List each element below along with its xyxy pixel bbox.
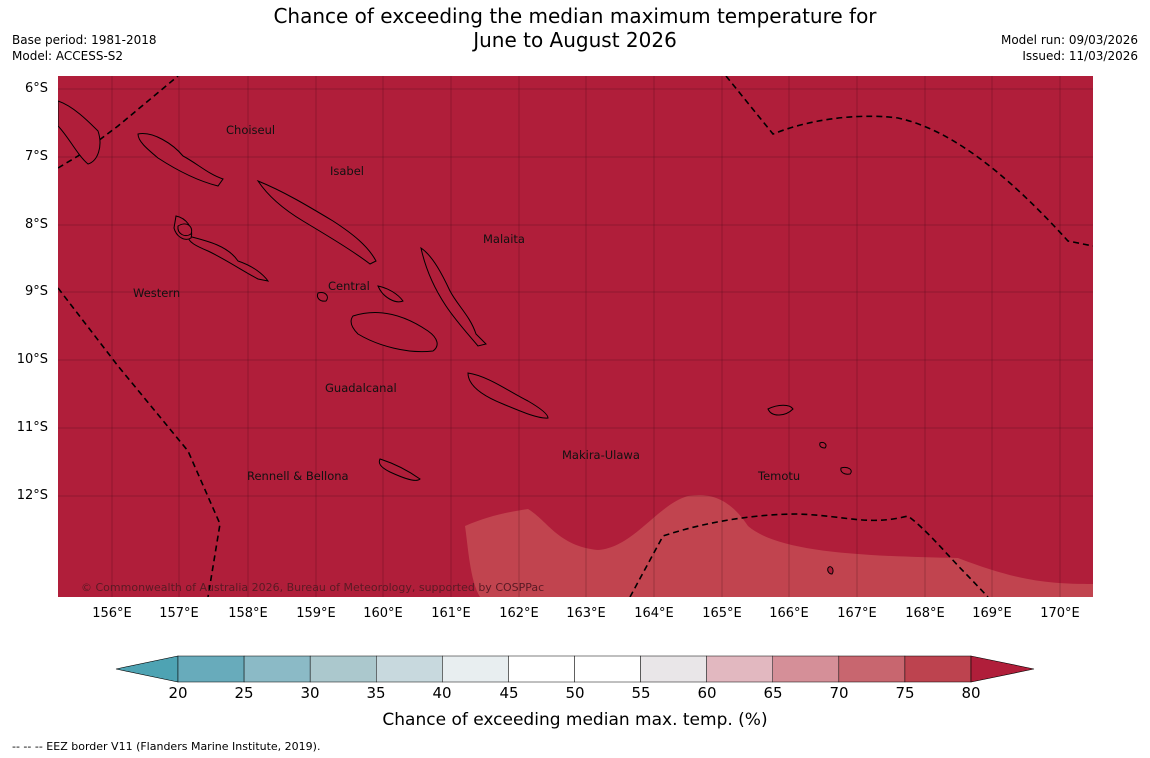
lon-label: 162°E [499,606,539,621]
lon-label: 161°E [431,606,471,621]
lon-label: 159°E [296,606,336,621]
colorbar-tick: 20 [168,684,188,702]
islands [58,100,852,575]
colorbar-segment [574,655,641,683]
rennell-island [378,458,421,481]
russell-island [317,292,328,302]
tinakula-island [827,566,834,575]
colorbar-tick: 40 [432,684,452,702]
lon-label: 160°E [363,606,403,621]
kolombangara-island [177,223,193,237]
santa-cruz-island [767,404,794,416]
lon-label: 168°E [905,606,945,621]
colorbar-segment [772,655,840,683]
probability-zone-70-80 [465,495,1093,597]
colorbar-tick: 30 [300,684,320,702]
region-label-makira-ulawa: Makira-Ulawa [562,448,640,462]
copyright-text: © Commonwealth of Australia 2026, Bureau… [81,581,544,594]
base-period-text: Base period: 1981-2018 [12,33,157,47]
meta-right: Model run: 09/03/2026 Issued: 11/03/2026 [1001,32,1138,64]
lon-label: 167°E [837,606,877,621]
colorbar-segment [706,655,774,683]
region-label-temotu: Temotu [757,469,800,483]
guadalcanal-island [350,311,438,353]
lat-label: 10°S [16,352,48,367]
map-canvas: Choiseul Isabel Malaita Western Central … [58,76,1093,597]
region-label-guadalcanal: Guadalcanal [325,381,397,395]
lat-label: 8°S [24,217,48,232]
region-label-central: Central [328,279,370,293]
lon-label: 156°E [92,606,132,621]
colorbar-segment [838,655,906,683]
colorbar-tick: 55 [631,684,651,702]
model-text: Model: ACCESS-S2 [12,49,124,63]
colorbar-tick: 80 [961,684,981,702]
florida-island [377,285,404,303]
lon-label: 169°E [972,606,1012,621]
lon-label: 165°E [702,606,742,621]
bougainville-tip [58,100,101,165]
colorbar-high-extension [970,655,1035,683]
region-label-rennell-bellona: Rennell & Bellona [247,469,349,483]
temotu-small-island [840,467,852,475]
colorbar-segment [177,655,245,683]
lon-label: 170°E [1040,606,1080,621]
colorbar-tick: 35 [366,684,386,702]
isabel-island [256,179,377,265]
lat-label: 6°S [24,81,48,96]
colorbar-segment [442,655,509,683]
colorbar-tick: 60 [697,684,717,702]
region-labels: Choiseul Isabel Malaita Western Central … [133,123,800,483]
lat-label: 12°S [16,488,48,503]
colorbar-tick: 50 [565,684,585,702]
colorbar-segment [309,655,377,683]
colorbar-segment [640,655,707,683]
choiseul-island [137,133,224,187]
region-label-western: Western [133,286,180,300]
colorbar-segment [904,655,972,683]
eez-border [58,76,1093,597]
lon-label: 164°E [634,606,674,621]
colorbar-tick: 65 [763,684,783,702]
vanikoro-island [819,442,827,449]
colorbar-tick: 75 [895,684,915,702]
issued-text: Issued: 11/03/2026 [1022,49,1138,63]
makira-island [467,372,549,419]
meta-left: Base period: 1981-2018 Model: ACCESS-S2 [12,32,157,64]
lon-label: 163°E [566,606,606,621]
region-label-malaita: Malaita [483,232,525,246]
colorbar-segment [376,655,443,683]
model-run-text: Model run: 09/03/2026 [1000,33,1138,47]
lat-label: 11°S [16,420,48,435]
colorbar-tick: 70 [829,684,849,702]
lat-label: 9°S [24,284,48,299]
title-line-1: Chance of exceeding the median maximum t… [273,4,877,28]
map-title: Chance of exceeding the median maximum t… [0,4,1150,52]
colorbar-low-extension [115,655,179,683]
new-georgia-island [187,235,270,282]
colorbar [115,655,1035,683]
lon-label: 166°E [769,606,809,621]
colorbar-tick: 25 [234,684,254,702]
colorbar-segments [177,655,972,683]
region-label-isabel: Isabel [330,164,364,178]
colorbar-tick: 45 [499,684,519,702]
title-line-2: June to August 2026 [473,28,677,52]
map-background [58,76,1093,597]
lon-label: 157°E [159,606,199,621]
map-panel: Choiseul Isabel Malaita Western Central … [58,76,1093,597]
eez-footnote: -- -- -- EEZ border V11 (Flanders Marine… [12,740,321,753]
colorbar-segment [508,655,575,683]
malaita-island [420,246,487,347]
region-label-choiseul: Choiseul [226,123,275,137]
lon-label: 158°E [228,606,268,621]
lat-label: 7°S [24,149,48,164]
colorbar-segment [243,655,311,683]
colorbar-label: Chance of exceeding median max. temp. (%… [382,710,768,730]
